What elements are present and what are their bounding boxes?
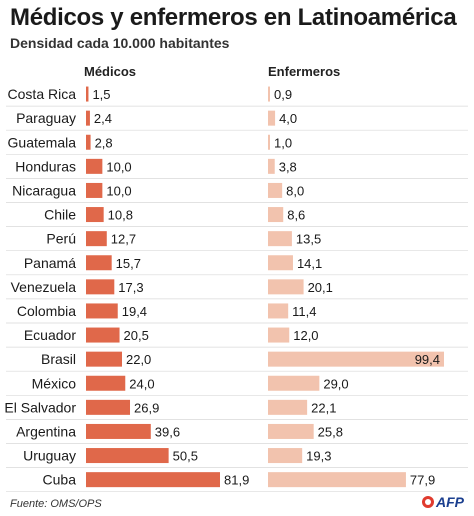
enfermeros-value-label: 14,1 [297, 256, 322, 271]
enfermeros-bar [268, 303, 289, 319]
afp-logo-icon [422, 496, 434, 508]
category-label: Venezuela [11, 279, 77, 295]
enfermeros-value-label: 99,4 [415, 352, 440, 367]
enfermeros-bar [268, 327, 290, 343]
enfermeros-bar [268, 207, 284, 223]
enfermeros-value-label: 22,1 [311, 400, 336, 415]
enfermeros-value-label: 0,9 [274, 87, 292, 102]
medicos-value-label: 2,8 [95, 135, 113, 150]
source-note: Fuente: OMS/OPS [10, 498, 102, 510]
category-label: México [32, 375, 77, 391]
enfermeros-bar [268, 134, 270, 150]
medicos-value-label: 10,0 [106, 183, 131, 198]
medicos-bar [86, 399, 131, 415]
enfermeros-value-label: 4,0 [279, 111, 297, 126]
enfermeros-value-label: 77,9 [410, 473, 435, 488]
enfermeros-bar [268, 399, 308, 415]
category-label: Costa Rica [8, 86, 77, 102]
medicos-bar [86, 303, 118, 319]
medicos-value-label: 22,0 [126, 352, 151, 367]
medicos-bar [86, 472, 220, 488]
category-label: Guatemala [8, 134, 77, 150]
medicos-column-header: Médicos [84, 64, 137, 79]
medicos-value-label: 50,5 [173, 449, 198, 464]
category-label: Brasil [41, 351, 76, 367]
medicos-value-label: 12,7 [111, 232, 136, 247]
medicos-value-label: 20,5 [124, 328, 149, 343]
medicos-value-label: 39,6 [155, 424, 180, 439]
enfermeros-column-header: Enfermeros [268, 64, 341, 79]
afp-logo: AFP [422, 494, 464, 510]
medicos-bar [86, 448, 169, 464]
enfermeros-bar [268, 255, 293, 271]
chart-title: Médicos y enfermeros en Latinoamérica [10, 4, 457, 31]
medicos-value-label: 10,8 [108, 208, 133, 223]
category-label: Argentina [16, 423, 76, 439]
medicos-value-label: 15,7 [116, 256, 141, 271]
medicos-value-label: 10,0 [106, 159, 131, 174]
enfermeros-value-label: 20,1 [308, 280, 333, 295]
medicos-bar [86, 423, 151, 439]
medicos-bar [86, 351, 122, 367]
medicos-bar [86, 375, 126, 391]
enfermeros-bar [268, 110, 276, 126]
medicos-value-label: 26,9 [134, 400, 159, 415]
category-label: Colombia [17, 303, 76, 319]
category-label: Nicaragua [12, 182, 76, 198]
medicos-value-label: 1,5 [92, 87, 110, 102]
medicos-bar [86, 182, 103, 198]
enfermeros-bar [268, 86, 270, 102]
enfermeros-bar [268, 351, 444, 367]
medicos-value-label: 81,9 [224, 473, 249, 488]
enfermeros-bar [268, 279, 304, 295]
medicos-bar [86, 134, 91, 150]
category-label: Panamá [24, 255, 76, 271]
enfermeros-value-label: 19,3 [306, 449, 331, 464]
afp-logo-text: AFP [436, 494, 464, 510]
category-label: Ecuador [24, 327, 76, 343]
medicos-bar [86, 110, 90, 126]
medicos-bar [86, 255, 112, 271]
medicos-bar [86, 207, 104, 223]
medicos-bar [86, 158, 103, 174]
enfermeros-bar [268, 472, 406, 488]
medicos-bar [86, 231, 107, 247]
category-label: Cuba [43, 472, 77, 488]
category-label: Chile [44, 207, 76, 223]
medicos-value-label: 24,0 [129, 376, 154, 391]
medicos-bar [86, 279, 115, 295]
medicos-value-label: 19,4 [122, 304, 147, 319]
category-label: El Salvador [4, 399, 76, 415]
enfermeros-value-label: 29,0 [323, 376, 348, 391]
enfermeros-value-label: 13,5 [296, 232, 321, 247]
enfermeros-value-label: 8,0 [286, 183, 304, 198]
chart-subtitle: Densidad cada 10.000 habitantes [10, 35, 230, 51]
category-label: Perú [46, 231, 76, 247]
category-label: Honduras [15, 158, 76, 174]
enfermeros-bar [268, 231, 292, 247]
enfermeros-value-label: 11,4 [292, 304, 316, 319]
category-label: Uruguay [23, 448, 76, 464]
enfermeros-value-label: 25,8 [318, 424, 343, 439]
medicos-bar [86, 86, 89, 102]
category-label: Paraguay [16, 110, 76, 126]
medicos-value-label: 17,3 [118, 280, 143, 295]
medicos-bar [86, 327, 120, 343]
enfermeros-value-label: 12,0 [293, 328, 318, 343]
enfermeros-value-label: 8,6 [287, 208, 305, 223]
enfermeros-bar [268, 158, 275, 174]
enfermeros-bar [268, 448, 303, 464]
medicos-value-label: 2,4 [94, 111, 112, 126]
enfermeros-value-label: 1,0 [274, 135, 292, 150]
enfermeros-bar [268, 423, 314, 439]
enfermeros-bar [268, 182, 283, 198]
enfermeros-value-label: 3,8 [279, 159, 297, 174]
enfermeros-bar [268, 375, 320, 391]
